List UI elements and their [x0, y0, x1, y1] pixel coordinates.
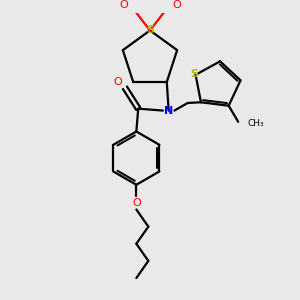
Text: O: O — [132, 198, 141, 208]
Text: O: O — [113, 77, 122, 87]
Text: S: S — [146, 26, 154, 35]
Text: O: O — [172, 0, 181, 10]
Text: O: O — [119, 0, 128, 10]
Text: N: N — [164, 106, 173, 116]
Text: CH₃: CH₃ — [248, 119, 264, 128]
Text: S: S — [191, 69, 199, 79]
